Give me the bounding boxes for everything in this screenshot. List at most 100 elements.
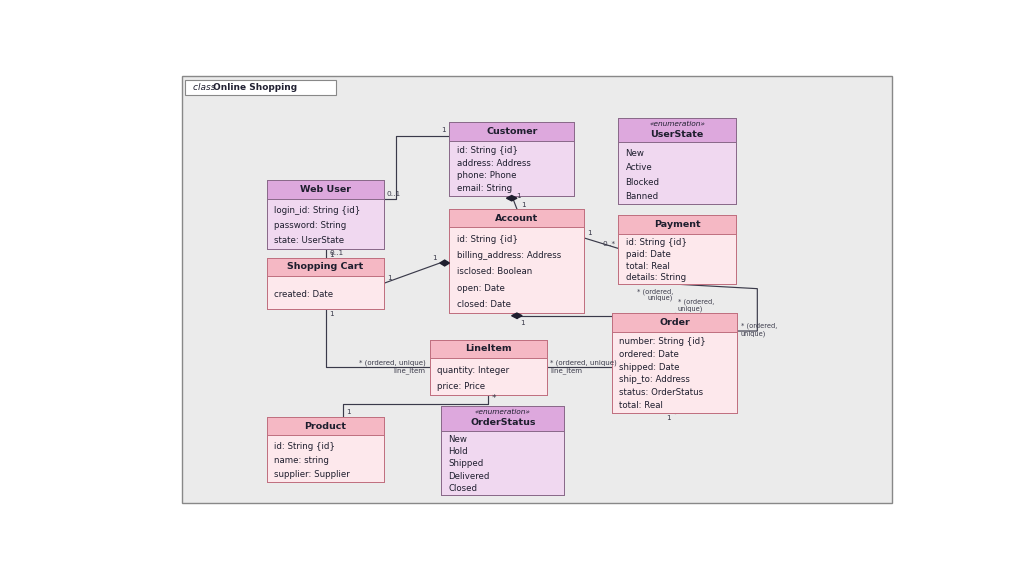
FancyBboxPatch shape bbox=[267, 417, 384, 435]
Text: supplier: Supplier: supplier: Supplier bbox=[274, 470, 350, 479]
Text: login_id: String {id}: login_id: String {id} bbox=[274, 206, 360, 214]
Text: 1: 1 bbox=[432, 255, 436, 261]
Text: «enumeration»: «enumeration» bbox=[649, 121, 706, 127]
Text: id: String {id}: id: String {id} bbox=[457, 235, 517, 244]
Text: * (ordered,: * (ordered, bbox=[740, 323, 777, 329]
Text: password: String: password: String bbox=[274, 221, 346, 230]
Text: Blocked: Blocked bbox=[626, 177, 659, 187]
FancyBboxPatch shape bbox=[267, 180, 384, 199]
Text: Active: Active bbox=[626, 163, 652, 172]
Text: Hold: Hold bbox=[449, 448, 468, 456]
Text: 1: 1 bbox=[346, 409, 351, 415]
FancyBboxPatch shape bbox=[430, 340, 547, 358]
Text: 1: 1 bbox=[330, 252, 334, 257]
Text: id: String {id}: id: String {id} bbox=[626, 238, 686, 247]
Text: Delivered: Delivered bbox=[449, 472, 490, 480]
Text: * (ordered,: * (ordered, bbox=[637, 288, 673, 294]
Text: email: String: email: String bbox=[457, 184, 512, 193]
Text: UserState: UserState bbox=[650, 130, 703, 139]
Text: LineItem: LineItem bbox=[465, 344, 512, 354]
Text: ordered: Date: ordered: Date bbox=[620, 350, 679, 359]
Text: address: Address: address: Address bbox=[457, 158, 530, 168]
Text: status: OrderStatus: status: OrderStatus bbox=[620, 388, 703, 397]
FancyBboxPatch shape bbox=[618, 215, 736, 234]
Text: 0..1: 0..1 bbox=[330, 250, 344, 256]
Polygon shape bbox=[507, 195, 517, 201]
Text: 1: 1 bbox=[329, 310, 334, 317]
Text: name: string: name: string bbox=[274, 456, 329, 465]
Text: line_item: line_item bbox=[550, 367, 583, 374]
FancyBboxPatch shape bbox=[450, 122, 574, 141]
Text: paid: Date: paid: Date bbox=[626, 250, 671, 259]
FancyBboxPatch shape bbox=[618, 234, 736, 284]
Text: 1: 1 bbox=[587, 230, 592, 236]
Polygon shape bbox=[512, 313, 522, 319]
Text: 0..1: 0..1 bbox=[387, 191, 401, 196]
FancyBboxPatch shape bbox=[430, 358, 547, 395]
Text: 1: 1 bbox=[441, 127, 446, 134]
Text: Online Shopping: Online Shopping bbox=[213, 83, 297, 92]
Text: details: String: details: String bbox=[626, 274, 686, 282]
FancyBboxPatch shape bbox=[185, 80, 336, 95]
FancyBboxPatch shape bbox=[612, 313, 737, 332]
Text: shipped: Date: shipped: Date bbox=[620, 363, 680, 372]
Text: New: New bbox=[626, 149, 644, 158]
FancyBboxPatch shape bbox=[441, 431, 564, 495]
Text: phone: Phone: phone: Phone bbox=[457, 171, 516, 180]
Text: * (ordered,
unique): * (ordered, unique) bbox=[678, 298, 714, 312]
FancyBboxPatch shape bbox=[267, 435, 384, 483]
FancyBboxPatch shape bbox=[450, 141, 574, 195]
Text: OrderStatus: OrderStatus bbox=[470, 418, 536, 427]
Text: id: String {id}: id: String {id} bbox=[457, 146, 517, 155]
Text: line_item: line_item bbox=[393, 367, 426, 374]
FancyBboxPatch shape bbox=[618, 118, 736, 142]
FancyBboxPatch shape bbox=[267, 257, 384, 276]
Polygon shape bbox=[440, 260, 450, 266]
Text: Customer: Customer bbox=[486, 127, 538, 136]
Text: * (ordered, unique): * (ordered, unique) bbox=[550, 360, 616, 366]
Text: class: class bbox=[194, 83, 218, 92]
Text: 1: 1 bbox=[516, 193, 520, 199]
Text: billing_address: Address: billing_address: Address bbox=[457, 251, 561, 260]
Text: * (ordered, unique): * (ordered, unique) bbox=[358, 360, 426, 366]
FancyBboxPatch shape bbox=[612, 332, 737, 413]
Text: closed: Date: closed: Date bbox=[457, 300, 511, 309]
FancyBboxPatch shape bbox=[450, 209, 585, 228]
Text: Order: Order bbox=[659, 318, 690, 327]
Text: id: String {id}: id: String {id} bbox=[274, 442, 335, 450]
Text: unique): unique) bbox=[648, 295, 673, 301]
Text: Banned: Banned bbox=[626, 192, 658, 201]
Text: Web User: Web User bbox=[300, 185, 351, 194]
Text: ship_to: Address: ship_to: Address bbox=[620, 376, 690, 385]
Text: 0..*: 0..* bbox=[603, 241, 616, 247]
FancyBboxPatch shape bbox=[267, 276, 384, 309]
Text: state: UserState: state: UserState bbox=[274, 236, 344, 245]
Text: Closed: Closed bbox=[449, 484, 477, 492]
Text: Product: Product bbox=[304, 422, 346, 431]
FancyBboxPatch shape bbox=[450, 228, 585, 313]
Text: 1: 1 bbox=[387, 275, 392, 282]
Text: «enumeration»: «enumeration» bbox=[475, 409, 530, 415]
Text: number: String {id}: number: String {id} bbox=[620, 337, 706, 346]
Text: price: Price: price: Price bbox=[436, 382, 484, 391]
Text: *: * bbox=[492, 395, 496, 403]
Text: 1: 1 bbox=[520, 320, 524, 327]
Text: Payment: Payment bbox=[654, 220, 700, 229]
Text: open: Date: open: Date bbox=[457, 283, 505, 293]
Text: total: Real: total: Real bbox=[620, 401, 664, 410]
FancyBboxPatch shape bbox=[441, 406, 564, 431]
FancyBboxPatch shape bbox=[182, 76, 892, 503]
Text: 1: 1 bbox=[521, 202, 525, 207]
Text: quantity: Integer: quantity: Integer bbox=[436, 366, 509, 375]
Text: Shipped: Shipped bbox=[449, 460, 484, 468]
Text: unique): unique) bbox=[740, 331, 766, 337]
FancyBboxPatch shape bbox=[618, 142, 736, 204]
Text: isclosed: Boolean: isclosed: Boolean bbox=[457, 267, 531, 276]
Text: Account: Account bbox=[496, 214, 539, 223]
Text: 1: 1 bbox=[666, 415, 671, 420]
Text: New: New bbox=[449, 435, 468, 444]
FancyBboxPatch shape bbox=[267, 199, 384, 249]
Text: Shopping Cart: Shopping Cart bbox=[288, 263, 364, 271]
Text: total: Real: total: Real bbox=[626, 262, 670, 271]
Text: created: Date: created: Date bbox=[274, 290, 333, 300]
